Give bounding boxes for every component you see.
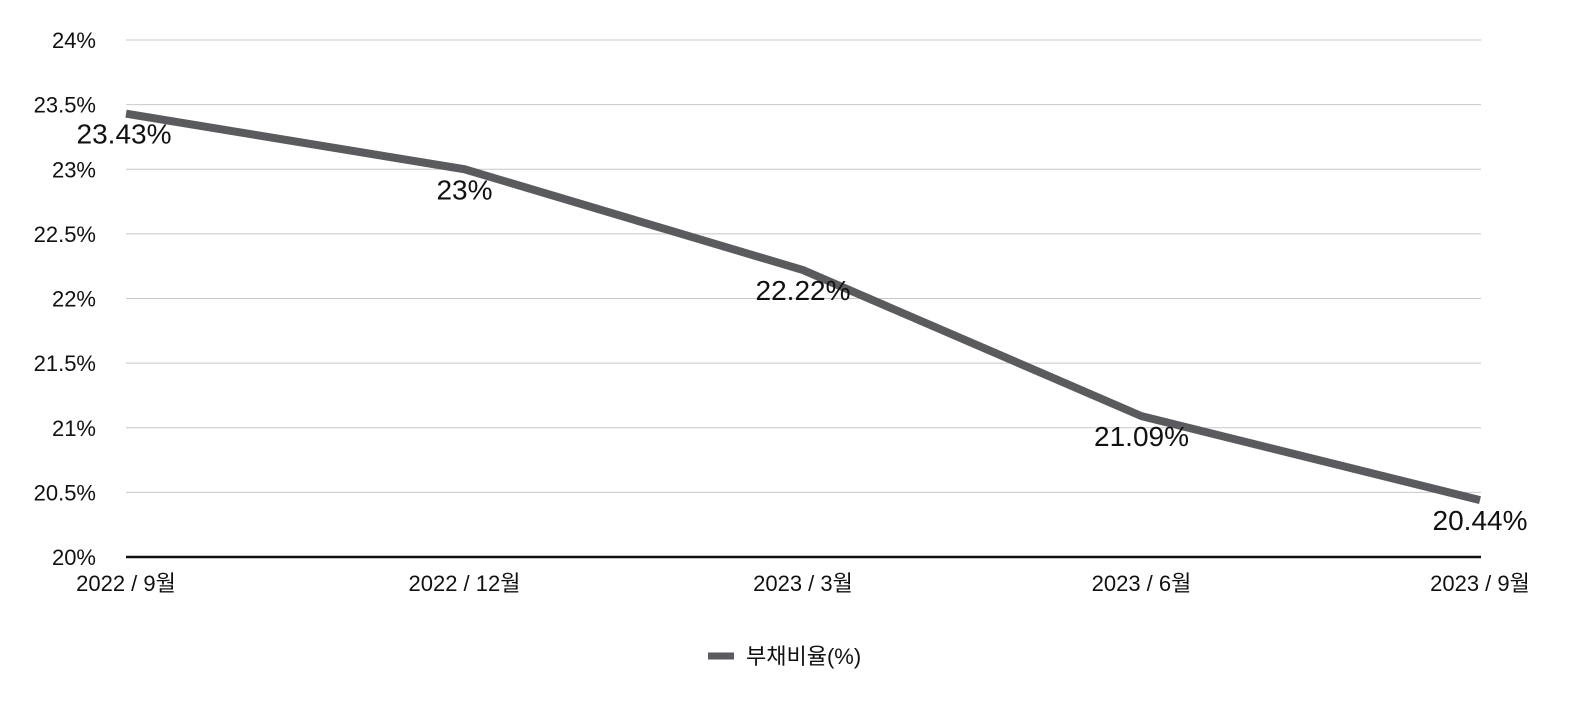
x-tick-label: 2023 / 6월 (1092, 571, 1192, 596)
series-group (125, 109, 1481, 505)
y-tick-label: 22.5% (34, 222, 96, 247)
data-label: 21.09% (1094, 421, 1189, 452)
x-tick-label: 2023 / 3월 (753, 571, 853, 596)
legend-label: 부채비율(%) (746, 644, 861, 669)
data-labels: 23.43% 23% 22.22% 21.09% 20.44% (77, 119, 1528, 536)
data-label: 22.22% (756, 275, 851, 306)
y-tick-label: 22% (52, 287, 96, 312)
y-tick-label: 20% (52, 545, 96, 570)
y-tick-label: 21.5% (34, 351, 96, 376)
grid-lines (126, 39, 1481, 493)
y-tick-label: 21% (52, 416, 96, 441)
data-label: 20.44% (1433, 505, 1528, 536)
x-tick-label: 2022 / 9월 (76, 571, 176, 596)
x-tick-label: 2023 / 9월 (1430, 571, 1530, 596)
series-line (125, 109, 1481, 505)
x-axis: 2022 / 9월 2022 / 12월 2023 / 3월 2023 / 6월 202… (76, 571, 1530, 596)
y-tick-label: 20.5% (34, 480, 96, 505)
y-tick-label: 23.5% (34, 93, 96, 118)
x-tick-label: 2022 / 12월 (409, 571, 521, 596)
y-tick-label: 23% (52, 157, 96, 182)
data-label: 23.43% (77, 119, 172, 150)
y-axis: 20% 20.5% 21% 21.5% 22% 22.5% 23% 23.5% 24% (34, 28, 96, 570)
y-tick-label: 24% (52, 28, 96, 53)
data-label: 23% (436, 174, 492, 205)
legend: 부채비율(%) (708, 644, 861, 669)
